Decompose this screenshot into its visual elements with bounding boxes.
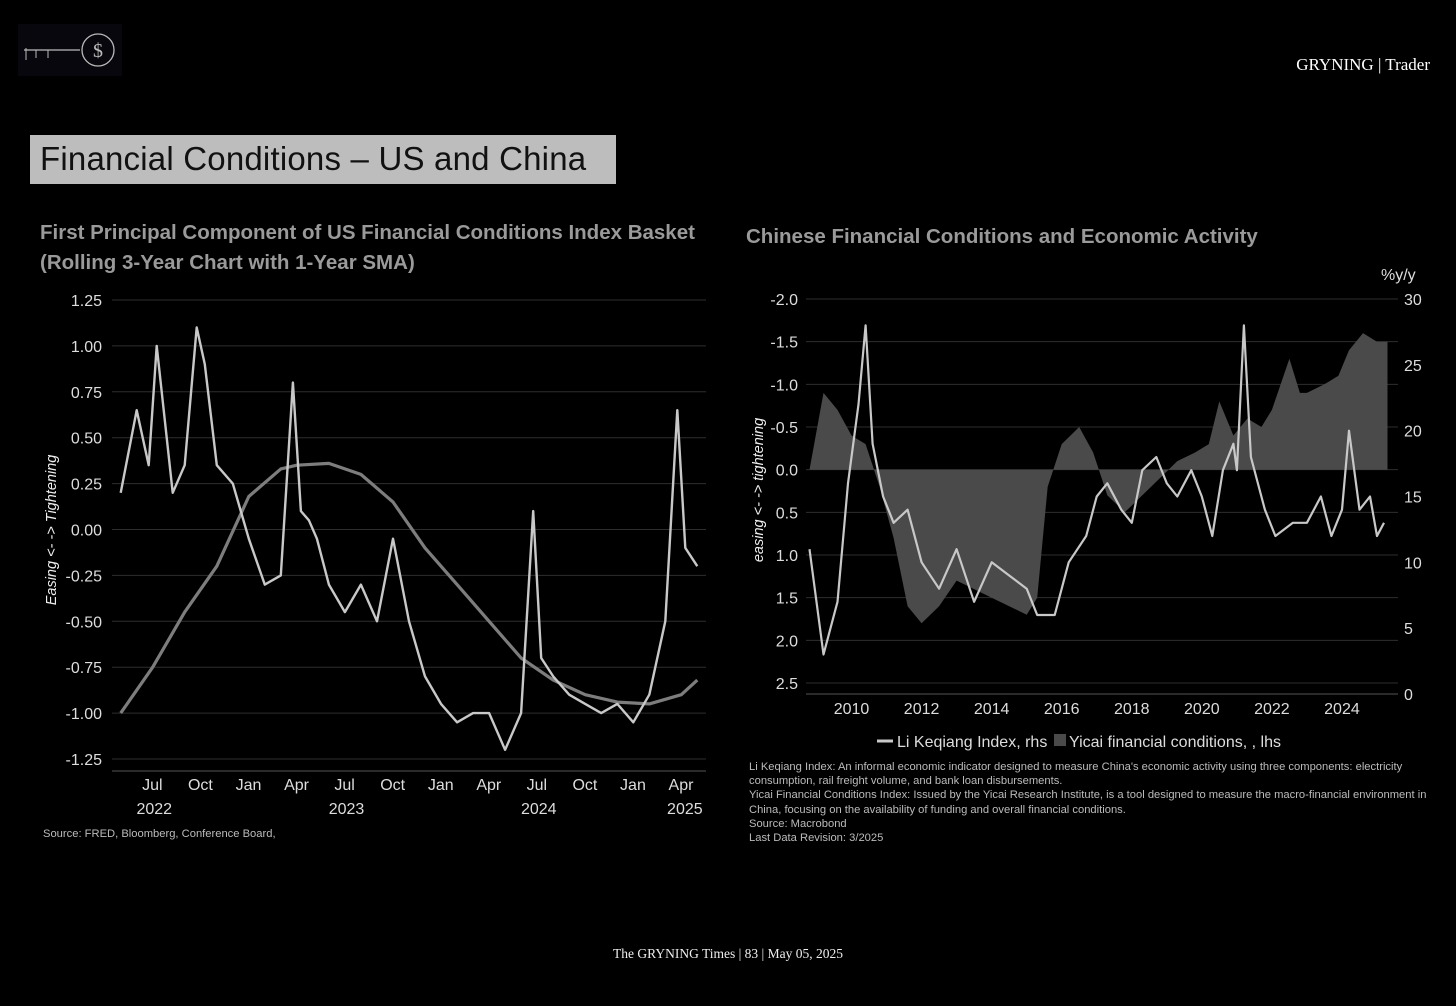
y-right-axis-label: %y/y bbox=[1381, 267, 1416, 284]
footer: The GRYNING Times | 83 | May 05, 2025 bbox=[612, 946, 844, 961]
x-tick-label: 2016 bbox=[1044, 701, 1080, 718]
y-right-tick-label: 30 bbox=[1404, 292, 1422, 309]
last-revision-note: Last Data Revision: 3/2025 bbox=[749, 832, 884, 845]
x-year-label: 2025 bbox=[667, 801, 703, 818]
x-tick-label: Oct bbox=[572, 777, 597, 794]
y-left-axis-label: easing <- -> tightening bbox=[751, 418, 767, 562]
x-tick-label: 2022 bbox=[1254, 701, 1290, 718]
yicai-area-series bbox=[809, 333, 1388, 624]
x-year-label: 2024 bbox=[521, 801, 557, 818]
y-tick-label: -1.25 bbox=[66, 752, 103, 769]
y-right-tick-label: 0 bbox=[1404, 687, 1413, 704]
x-tick-label: 2010 bbox=[834, 701, 870, 718]
y-tick-label: -0.25 bbox=[66, 568, 103, 585]
x-tick-label: Jul bbox=[334, 777, 354, 794]
y-left-tick-label: 1.5 bbox=[776, 591, 798, 608]
china-source-note: Source: Macrobond bbox=[749, 817, 847, 830]
x-tick-label: Jan bbox=[428, 777, 454, 794]
y-tick-label: -1.00 bbox=[66, 706, 103, 723]
y-tick-label: -0.75 bbox=[66, 660, 103, 677]
y-left-tick-label: 2.0 bbox=[776, 633, 798, 650]
y-left-tick-label: 2.5 bbox=[776, 676, 798, 693]
x-tick-label: Jul bbox=[527, 777, 547, 794]
y-right-tick-label: 5 bbox=[1404, 621, 1413, 638]
us-source-note: Source: FRED, Bloomberg, Conference Boar… bbox=[43, 828, 276, 840]
x-tick-label: Apr bbox=[669, 777, 695, 794]
us-chart-title: First Principal Component of US Financia… bbox=[40, 221, 695, 274]
china-chart-title: Chinese Financial Conditions and Economi… bbox=[746, 225, 1258, 248]
x-tick-label: Jan bbox=[236, 777, 262, 794]
china-financial-conditions-chart: -2.0 -1.5 -1.0 -0.5 0.0 0.5 1.0 1.5 2.0 2.5 30 25 20… bbox=[751, 267, 1422, 751]
x-tick-label: 2018 bbox=[1114, 701, 1150, 718]
y-left-tick-label: -1.5 bbox=[770, 335, 798, 352]
logo-icon: $ bbox=[18, 24, 122, 76]
svg-text:$: $ bbox=[93, 40, 103, 62]
y-tick-label: 1.00 bbox=[71, 339, 102, 356]
brand-name: GRYNING | Trader bbox=[1296, 55, 1430, 74]
x-tick-label: 2024 bbox=[1324, 701, 1360, 718]
li-keqiang-note: Li Keqiang Index: An informal economic i… bbox=[749, 761, 1403, 788]
x-year-label: 2023 bbox=[329, 801, 365, 818]
x-tick-label: Oct bbox=[188, 777, 213, 794]
yicai-note: Yicai Financial Conditions Index: Issued… bbox=[749, 789, 1427, 816]
y-tick-label: 0.25 bbox=[71, 477, 102, 494]
y-tick-label: -0.50 bbox=[66, 614, 103, 631]
china-notes: Li Keqiang Index: An informal economic i… bbox=[749, 760, 1429, 845]
x-tick-label: Oct bbox=[380, 777, 405, 794]
y-tick-label: 0.50 bbox=[71, 431, 102, 448]
legend-label-yicai: Yicai financial conditions, , lhs bbox=[1069, 734, 1281, 751]
x-tick-label: Apr bbox=[284, 777, 310, 794]
y-right-tick-label: 20 bbox=[1404, 424, 1422, 441]
y-right-tick-label: 10 bbox=[1404, 555, 1422, 572]
x-tick-label: Jul bbox=[142, 777, 162, 794]
us-financial-conditions-chart: 1.25 1.00 0.75 0.50 0.25 0.00 -0.25 -0.50 -0.75 -… bbox=[44, 293, 706, 818]
y-tick-label: 1.25 bbox=[71, 293, 102, 310]
y-axis-label: Easing <- -> Tightening bbox=[44, 455, 60, 606]
x-tick-label: 2012 bbox=[904, 701, 940, 718]
y-left-tick-label: -2.0 bbox=[770, 292, 798, 309]
y-left-tick-label: 0.0 bbox=[776, 463, 798, 480]
page-title: Financial Conditions – US and China bbox=[30, 135, 616, 184]
y-tick-label: 0.75 bbox=[71, 385, 102, 402]
y-left-tick-label: 1.0 bbox=[776, 548, 798, 565]
y-left-tick-label: -0.5 bbox=[770, 420, 798, 437]
x-tick-label: 2014 bbox=[974, 701, 1010, 718]
x-tick-label: Apr bbox=[476, 777, 502, 794]
li-keqiang-series-line bbox=[808, 324, 1385, 656]
x-tick-label: Jan bbox=[620, 777, 646, 794]
y-left-tick-label: -1.0 bbox=[770, 377, 798, 394]
y-right-tick-label: 25 bbox=[1404, 358, 1422, 375]
y-tick-label: 0.00 bbox=[71, 523, 102, 540]
us-fci-series-line bbox=[119, 326, 699, 751]
legend-swatch-area bbox=[1054, 734, 1066, 746]
y-left-tick-label: 0.5 bbox=[776, 505, 798, 522]
x-tick-label: 2020 bbox=[1184, 701, 1220, 718]
sma-series-line bbox=[119, 461, 699, 715]
y-right-tick-label: 15 bbox=[1404, 490, 1422, 507]
x-year-label: 2022 bbox=[136, 801, 172, 818]
legend-label-li-keqiang: Li Keqiang Index, rhs bbox=[897, 734, 1047, 751]
